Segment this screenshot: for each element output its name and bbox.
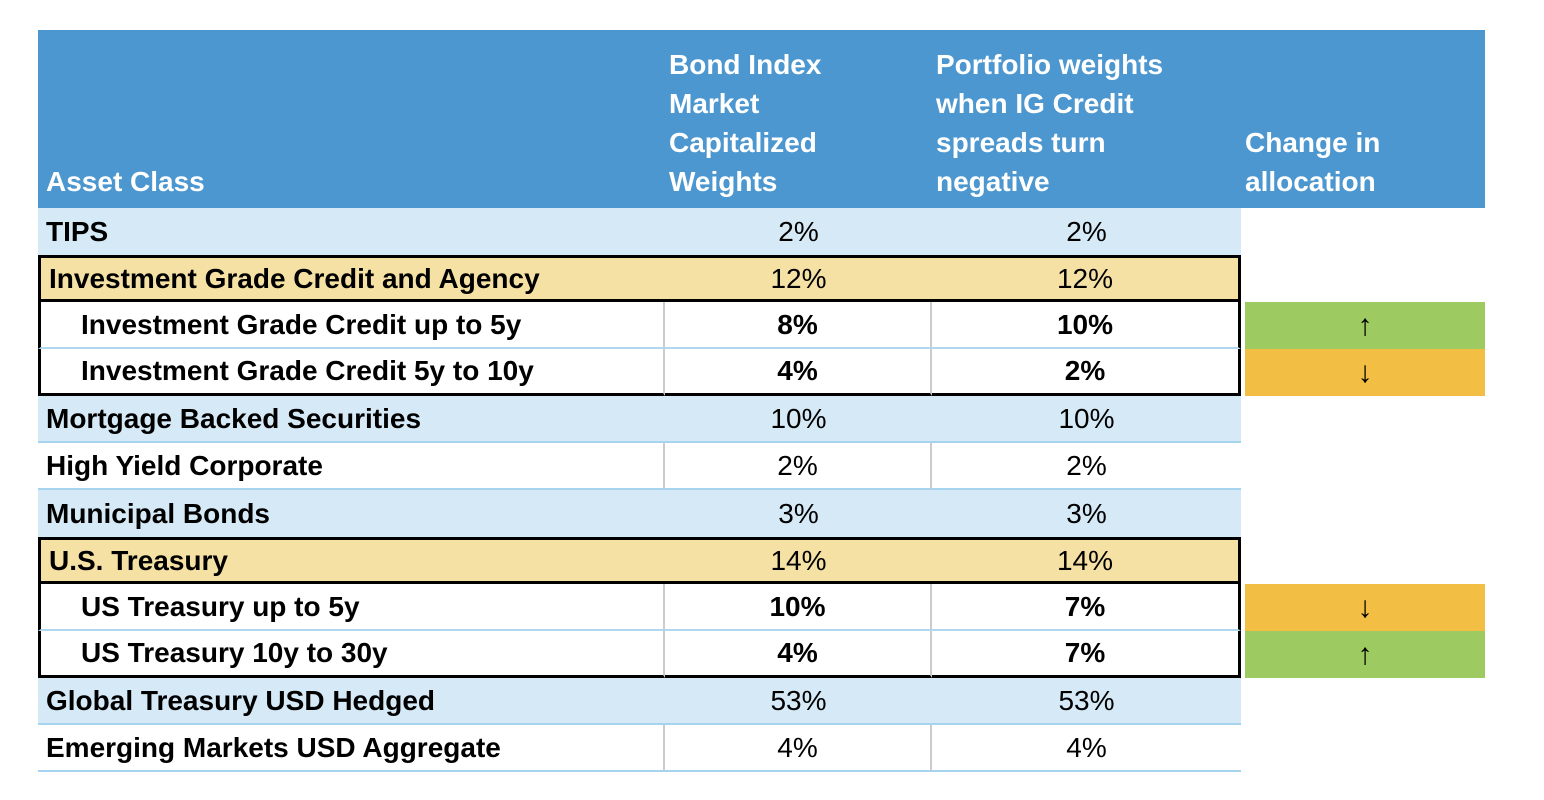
column-header-label: Bond Index Market Capitalized Weights	[669, 49, 822, 197]
portfolio-weight-cell: 2%	[932, 443, 1241, 490]
asset-name-cell: US Treasury up to 5y	[38, 584, 665, 631]
change-allocation-cell	[1241, 490, 1485, 537]
asset-name-cell: Investment Grade Credit and Agency	[38, 255, 665, 302]
portfolio-weight-cell: 7%	[932, 584, 1241, 631]
decrease-arrow-icon: ↓	[1357, 590, 1373, 624]
row-investment-grade-credit-5y-to-10y: Investment Grade Credit 5y to 10y 4% 2% …	[38, 349, 1485, 396]
portfolio-weight-cell: 2%	[932, 208, 1241, 255]
change-allocation-cell	[1241, 678, 1485, 725]
portfolio-weight-cell: 10%	[932, 396, 1241, 443]
change-allocation-cell: ↑	[1241, 631, 1485, 678]
asset-name-cell: Investment Grade Credit up to 5y	[38, 302, 665, 349]
portfolio-weight-cell: 14%	[932, 537, 1241, 584]
column-header-label: Portfolio weights when IG Credit spreads…	[936, 49, 1164, 197]
bond-index-weight-cell: 4%	[665, 349, 932, 396]
column-header-bond-index-weights: Bond Index Market Capitalized Weights	[665, 30, 932, 208]
asset-name-cell: High Yield Corporate	[38, 443, 665, 490]
asset-name-cell: Investment Grade Credit 5y to 10y	[38, 349, 665, 396]
bond-index-weight-cell: 12%	[665, 255, 932, 302]
column-header-label: Change in allocation	[1245, 127, 1381, 197]
row-global-treasury-usd-hedged: Global Treasury USD Hedged 53% 53%	[38, 678, 1485, 725]
portfolio-weight-cell: 12%	[932, 255, 1241, 302]
change-allocation-cell	[1241, 255, 1485, 302]
portfolio-weight-cell: 7%	[932, 631, 1241, 678]
portfolio-weight-cell: 4%	[932, 725, 1241, 772]
change-allocation-cell	[1241, 396, 1485, 443]
column-header-portfolio-weights: Portfolio weights when IG Credit spreads…	[932, 30, 1241, 208]
row-us-treasury: U.S. Treasury 14% 14%	[38, 537, 1485, 584]
bond-index-weight-cell: 4%	[665, 725, 932, 772]
portfolio-weight-cell: 2%	[932, 349, 1241, 396]
bond-index-weight-cell: 10%	[665, 584, 932, 631]
row-emerging-markets-usd-aggregate: Emerging Markets USD Aggregate 4% 4%	[38, 725, 1485, 772]
row-municipal-bonds: Municipal Bonds 3% 3%	[38, 490, 1485, 537]
bond-index-weight-cell: 3%	[665, 490, 932, 537]
increase-arrow-icon: ↑	[1357, 637, 1373, 671]
change-allocation-cell	[1241, 725, 1485, 772]
portfolio-weight-cell: 10%	[932, 302, 1241, 349]
column-header-asset-class: Asset Class	[38, 30, 665, 208]
portfolio-weight-cell: 53%	[932, 678, 1241, 725]
change-allocation-cell: ↓	[1241, 349, 1485, 396]
change-allocation-cell: ↑	[1241, 302, 1485, 349]
asset-name-cell: U.S. Treasury	[38, 537, 665, 584]
bond-index-weight-cell: 2%	[665, 208, 932, 255]
asset-name-cell: Mortgage Backed Securities	[38, 396, 665, 443]
bond-index-weight-cell: 53%	[665, 678, 932, 725]
bond-index-weight-cell: 14%	[665, 537, 932, 584]
row-investment-grade-credit-and-agency: Investment Grade Credit and Agency 12% 1…	[38, 255, 1485, 302]
change-allocation-cell	[1241, 537, 1485, 584]
table-header-row: Asset Class Bond Index Market Capitalize…	[38, 30, 1485, 208]
asset-name-cell: Global Treasury USD Hedged	[38, 678, 665, 725]
bond-index-weight-cell: 4%	[665, 631, 932, 678]
decrease-arrow-icon: ↓	[1357, 355, 1373, 389]
asset-name-cell: Municipal Bonds	[38, 490, 665, 537]
row-investment-grade-credit-up-to-5y: Investment Grade Credit up to 5y 8% 10% …	[38, 302, 1485, 349]
column-header-label: Asset Class	[46, 166, 205, 197]
asset-name-cell: US Treasury 10y to 30y	[38, 631, 665, 678]
change-allocation-cell	[1241, 443, 1485, 490]
bond-index-weight-cell: 8%	[665, 302, 932, 349]
asset-name-cell: TIPS	[38, 208, 665, 255]
change-allocation-cell: ↓	[1241, 584, 1485, 631]
row-high-yield-corporate: High Yield Corporate 2% 2%	[38, 443, 1485, 490]
increase-arrow-icon: ↑	[1357, 308, 1373, 342]
portfolio-weight-cell: 3%	[932, 490, 1241, 537]
row-tips: TIPS 2% 2%	[38, 208, 1485, 255]
bond-index-weight-cell: 2%	[665, 443, 932, 490]
row-us-treasury-10y-to-30y: US Treasury 10y to 30y 4% 7% ↑	[38, 631, 1485, 678]
asset-allocation-table: Asset Class Bond Index Market Capitalize…	[38, 30, 1485, 772]
row-us-treasury-up-to-5y: US Treasury up to 5y 10% 7% ↓	[38, 584, 1485, 631]
asset-name-cell: Emerging Markets USD Aggregate	[38, 725, 665, 772]
bond-index-weight-cell: 10%	[665, 396, 932, 443]
column-header-change-in-allocation: Change in allocation	[1241, 30, 1485, 208]
change-allocation-cell	[1241, 208, 1485, 255]
row-mortgage-backed-securities: Mortgage Backed Securities 10% 10%	[38, 396, 1485, 443]
